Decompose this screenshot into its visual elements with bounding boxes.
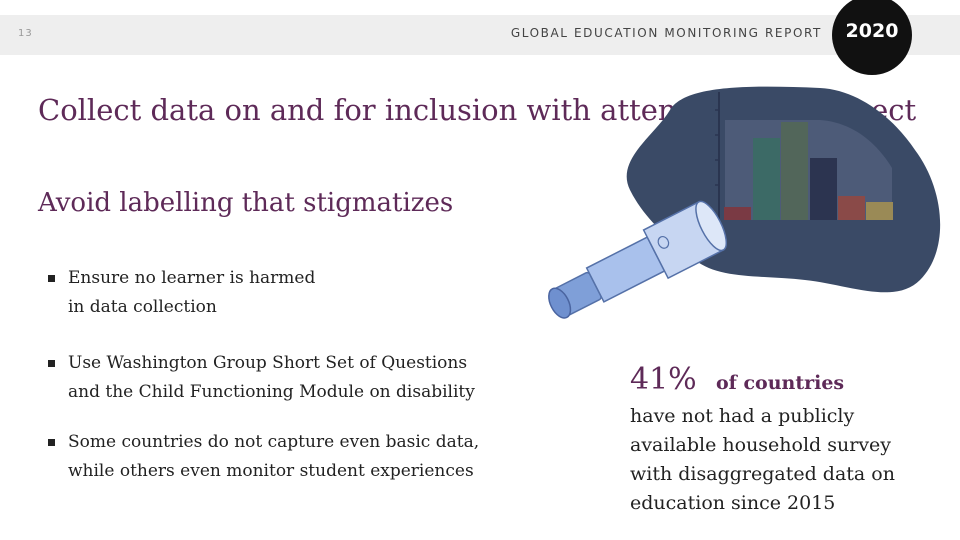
- chart-bar: [838, 196, 865, 220]
- bullet-text: Some countries do not capture even basic…: [68, 432, 480, 481]
- header-band: [0, 15, 960, 55]
- chart-bar: [753, 138, 780, 220]
- telescope-icon: [548, 200, 728, 319]
- report-title: GLOBAL EDUCATION MONITORING REPORT: [510, 26, 822, 40]
- telescope-chart-illustration: [548, 86, 941, 319]
- stat-unit: of countries: [716, 372, 845, 394]
- stat-number: 41%: [630, 362, 697, 397]
- bullet-marker-icon: [48, 360, 55, 367]
- bullet-text: Use Washington Group Short Set of Questi…: [68, 353, 475, 402]
- chart-bar: [781, 122, 808, 220]
- year-badge: 2020: [832, 0, 912, 75]
- bullet-marker-icon: [48, 275, 55, 282]
- bullet-item: Some countries do not capture even basic…: [44, 428, 564, 486]
- bullet-item: Use Washington Group Short Set of Questi…: [44, 349, 564, 407]
- chart-bar: [810, 158, 837, 220]
- chart-bar: [724, 207, 751, 220]
- bullet-list: Ensure no learner is harmed in data coll…: [44, 264, 564, 486]
- bullet-text: Ensure no learner is harmed in data coll…: [68, 268, 316, 317]
- year-text: 2020: [845, 20, 899, 42]
- chart-bar: [866, 202, 893, 220]
- page-number: 13: [18, 28, 33, 39]
- bullet-item: Ensure no learner is harmed in data coll…: [44, 264, 564, 322]
- bullet-marker-icon: [48, 439, 55, 446]
- stat-description: have not had a publicly available househ…: [630, 405, 895, 514]
- subtitle: Avoid labelling that stigmatizes: [38, 188, 454, 218]
